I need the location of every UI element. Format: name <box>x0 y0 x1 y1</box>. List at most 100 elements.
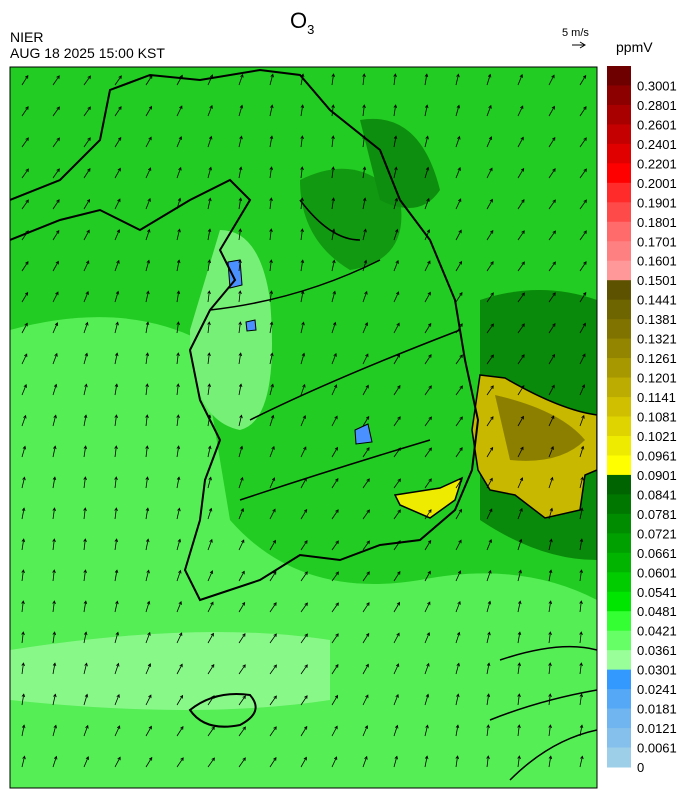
wind-arrow <box>207 353 210 365</box>
wind-arrow <box>176 726 184 737</box>
wind-arrow <box>579 75 587 86</box>
wind-arrow-head <box>177 197 182 202</box>
wind-arrow-head <box>552 261 556 266</box>
wind-arrow <box>300 136 303 148</box>
wind-arrow <box>238 322 241 334</box>
wind-arrow <box>300 291 304 303</box>
wind-arrow <box>52 137 60 148</box>
map-frame <box>9 66 598 789</box>
wind-arrow-head <box>458 198 462 203</box>
wind-arrow <box>486 74 491 86</box>
wind-arrow-head <box>335 633 339 637</box>
wind-arrow-head <box>148 136 152 141</box>
wind-arrow <box>21 292 28 303</box>
wind-arrow <box>424 478 432 489</box>
wind-arrow-head <box>211 726 215 731</box>
wind-arrow-head <box>302 415 306 419</box>
wind-arrow-head <box>490 292 494 297</box>
wind-arrow-head <box>52 569 56 574</box>
wind-arrow <box>207 757 215 768</box>
wind-arrow-head <box>424 755 429 760</box>
wind-arrow-head <box>456 73 460 78</box>
wind-arrow <box>176 75 183 86</box>
wind-arrow-head <box>459 323 463 327</box>
wind-arrow-head <box>270 104 274 109</box>
wind-arrow-head <box>83 600 88 605</box>
wind-arrow-head <box>519 74 523 78</box>
colorbar-swatch <box>607 591 631 612</box>
wind-arrow-head <box>334 725 338 730</box>
wind-arrow-head <box>304 695 308 699</box>
wind-arrow <box>21 508 25 520</box>
wind-arrow-head <box>241 601 246 606</box>
wind-arrow <box>579 106 587 117</box>
wind-arrow-head <box>490 323 494 328</box>
wind-arrow-head <box>176 445 181 450</box>
wind-arrow <box>176 570 181 582</box>
wind-arrow <box>176 539 181 551</box>
dark-zone <box>300 168 402 270</box>
wind-arrow <box>145 322 149 334</box>
wind-arrow-head <box>147 631 151 636</box>
wind-arrow-head <box>427 291 431 296</box>
wind-arrow <box>455 570 461 582</box>
title: O3 <box>290 8 314 37</box>
wind-arrow-head <box>333 352 337 357</box>
wind-arrow-head <box>331 197 336 202</box>
colorbar-swatch <box>607 650 631 671</box>
colorbar-swatch <box>607 669 631 690</box>
wind-arrow-head <box>457 135 461 140</box>
wind-arrow <box>486 694 490 706</box>
wind-arrow-head <box>334 694 339 699</box>
wind-arrow <box>114 384 118 396</box>
wind-arrow-head <box>239 104 244 109</box>
wind-arrow-head <box>148 756 153 761</box>
wind-arrow-head <box>455 724 460 729</box>
wind-arrow <box>393 260 399 272</box>
wind-arrow-head <box>179 632 183 637</box>
wind-arrow <box>486 416 494 427</box>
wind-arrow <box>269 229 272 241</box>
wind-arrow <box>21 261 29 272</box>
wind-arrow-head <box>579 600 583 605</box>
wind-arrow-head <box>207 290 211 295</box>
wind-arrow <box>393 725 398 737</box>
wind-arrow-head <box>146 290 150 295</box>
colorbar-swatch <box>607 260 631 281</box>
wind-arrow <box>114 260 120 272</box>
wind-arrow-head <box>86 260 90 265</box>
wind-arrow <box>424 447 432 458</box>
wind-arrow <box>269 446 275 458</box>
colorbar-swatch <box>607 689 631 710</box>
wind-arrow <box>393 74 396 86</box>
wind-arrow <box>362 322 368 334</box>
wind-arrow <box>238 384 242 396</box>
wind-arrow <box>114 601 118 613</box>
wind-arrow-head <box>114 569 119 574</box>
wind-arrow <box>455 416 463 427</box>
wind-arrow-head <box>489 198 493 203</box>
wind-arrow-head <box>118 106 122 110</box>
wind-arrow-head <box>176 290 181 295</box>
wind-arrow <box>269 477 275 489</box>
wind-arrow-head <box>548 662 552 667</box>
wind-arrow <box>579 230 587 241</box>
wind-arrow-head <box>458 508 462 513</box>
wind-arrow-head <box>148 105 152 110</box>
wind-arrow-head <box>238 290 242 295</box>
colorbar-swatch <box>607 552 631 573</box>
wind-arrow <box>455 261 462 272</box>
wind-arrow <box>548 632 551 644</box>
colorbar-swatch <box>607 533 631 554</box>
wind-arrow <box>393 136 397 148</box>
wind-arrow <box>362 756 368 768</box>
wind-arrow <box>238 726 246 737</box>
colorbar-swatch <box>607 338 631 359</box>
wind-arrow <box>83 601 87 613</box>
wind-arrow <box>548 477 553 489</box>
colorbar-label: 0.1441 <box>637 293 677 308</box>
colorbar-label: 0.1081 <box>637 410 677 425</box>
wind-arrow-head <box>333 384 338 389</box>
wind-arrow <box>176 601 182 613</box>
wind-arrow <box>362 509 370 520</box>
